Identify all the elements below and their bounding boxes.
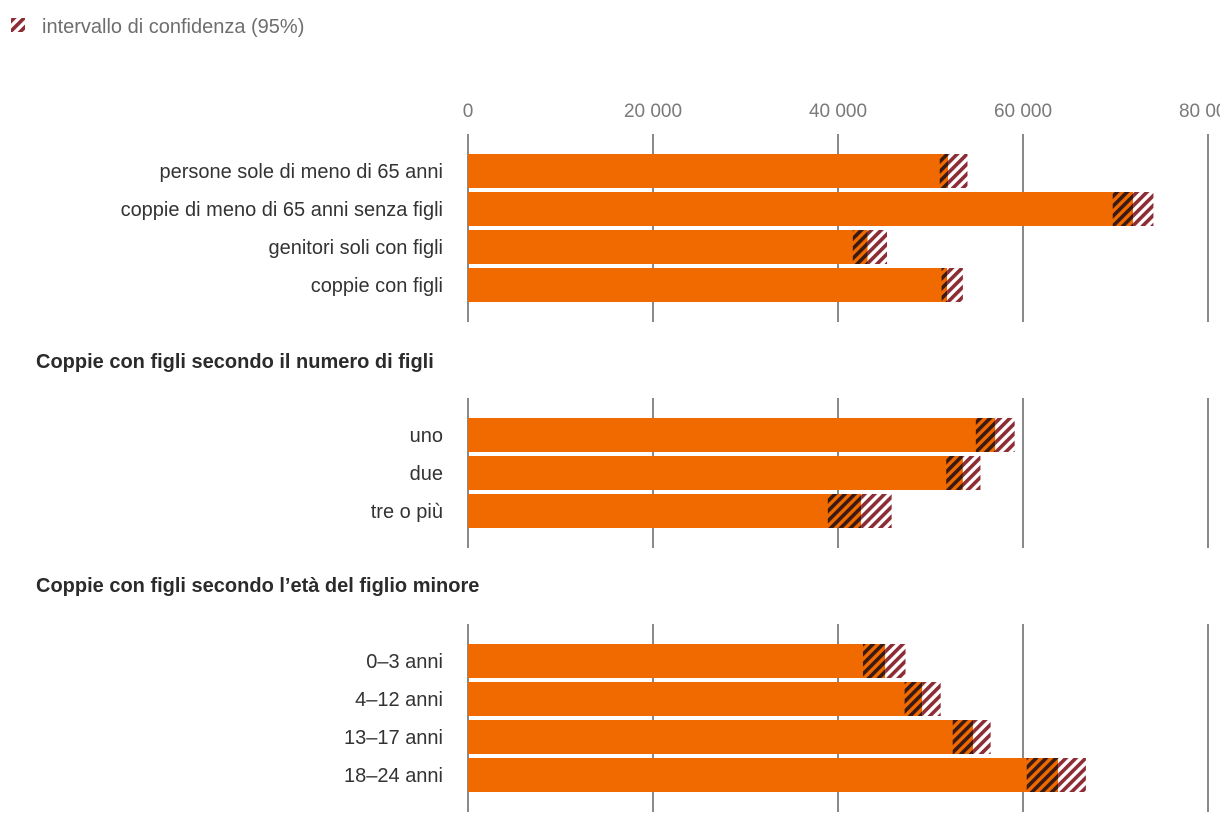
bar [468, 268, 948, 302]
bar-group: persone sole di meno di 65 anni coppie di… [121, 134, 1209, 322]
bar-group: Coppie con figli secondo l’età del figli… [36, 575, 1209, 812]
ci-lower-segment [904, 682, 923, 716]
ci-lower-segment [827, 494, 862, 528]
legend-swatch-icon [11, 18, 25, 32]
category-label: 13–17 anni [344, 727, 443, 749]
legend-label: intervallo di confidenza (95%) [42, 16, 304, 38]
category-label: 4–12 anni [355, 689, 443, 711]
x-tick-label: 80 000 [1179, 101, 1220, 122]
ci-lower-segment [946, 456, 963, 490]
group-title: Coppie con figli secondo l’età del figli… [36, 575, 479, 597]
legend: intervallo di confidenza (95%) [11, 16, 304, 38]
ci-upper-segment [885, 644, 906, 678]
x-tick-label: 0 [463, 101, 474, 122]
category-label: coppie di meno di 65 anni senza figli [121, 199, 443, 221]
category-label: due [410, 463, 443, 485]
x-tick-label: 40 000 [809, 101, 867, 122]
bar [468, 230, 868, 264]
bar [468, 720, 974, 754]
ci-upper-segment [995, 418, 1015, 452]
ci-lower-segment [862, 644, 886, 678]
group-title: Coppie con figli secondo il numero di fi… [36, 351, 434, 373]
ci-lower-segment [952, 720, 974, 754]
ci-lower-segment [941, 268, 948, 302]
ci-upper-segment [1058, 758, 1086, 792]
category-label: coppie con figli [311, 275, 443, 297]
ci-upper-segment [948, 154, 968, 188]
bar [468, 682, 923, 716]
bar-group: Coppie con figli secondo il numero di fi… [36, 351, 1209, 548]
ci-upper-segment [1133, 192, 1154, 226]
category-label: genitori soli con figli [268, 237, 443, 259]
ci-upper-segment [922, 682, 941, 716]
ci-lower-segment [1112, 192, 1134, 226]
x-axis-ticks: 0 20 000 40 000 60 000 80 000 [463, 101, 1220, 122]
category-label: tre o più [371, 501, 443, 523]
ci-upper-segment [962, 456, 981, 490]
category-label: 18–24 anni [344, 765, 443, 787]
ci-upper-segment [867, 230, 888, 264]
bar [468, 494, 862, 528]
ci-lower-segment [852, 230, 868, 264]
bar [468, 418, 996, 452]
category-label: uno [410, 425, 443, 447]
ci-upper-segment [947, 268, 963, 302]
x-tick-label: 20 000 [624, 101, 682, 122]
bar [468, 456, 963, 490]
category-label: persone sole di meno di 65 anni [159, 161, 443, 183]
ci-upper-segment [861, 494, 892, 528]
bar [468, 192, 1134, 226]
category-label: 0–3 anni [366, 651, 443, 673]
bar [468, 154, 949, 188]
ci-lower-segment [1026, 758, 1059, 792]
bar-groups: persone sole di meno di 65 anni coppie di… [36, 134, 1209, 812]
bar [468, 758, 1059, 792]
ci-lower-segment [975, 418, 996, 452]
ci-lower-segment [939, 154, 949, 188]
ci-upper-segment [973, 720, 991, 754]
bar [468, 644, 886, 678]
x-tick-label: 60 000 [994, 101, 1052, 122]
